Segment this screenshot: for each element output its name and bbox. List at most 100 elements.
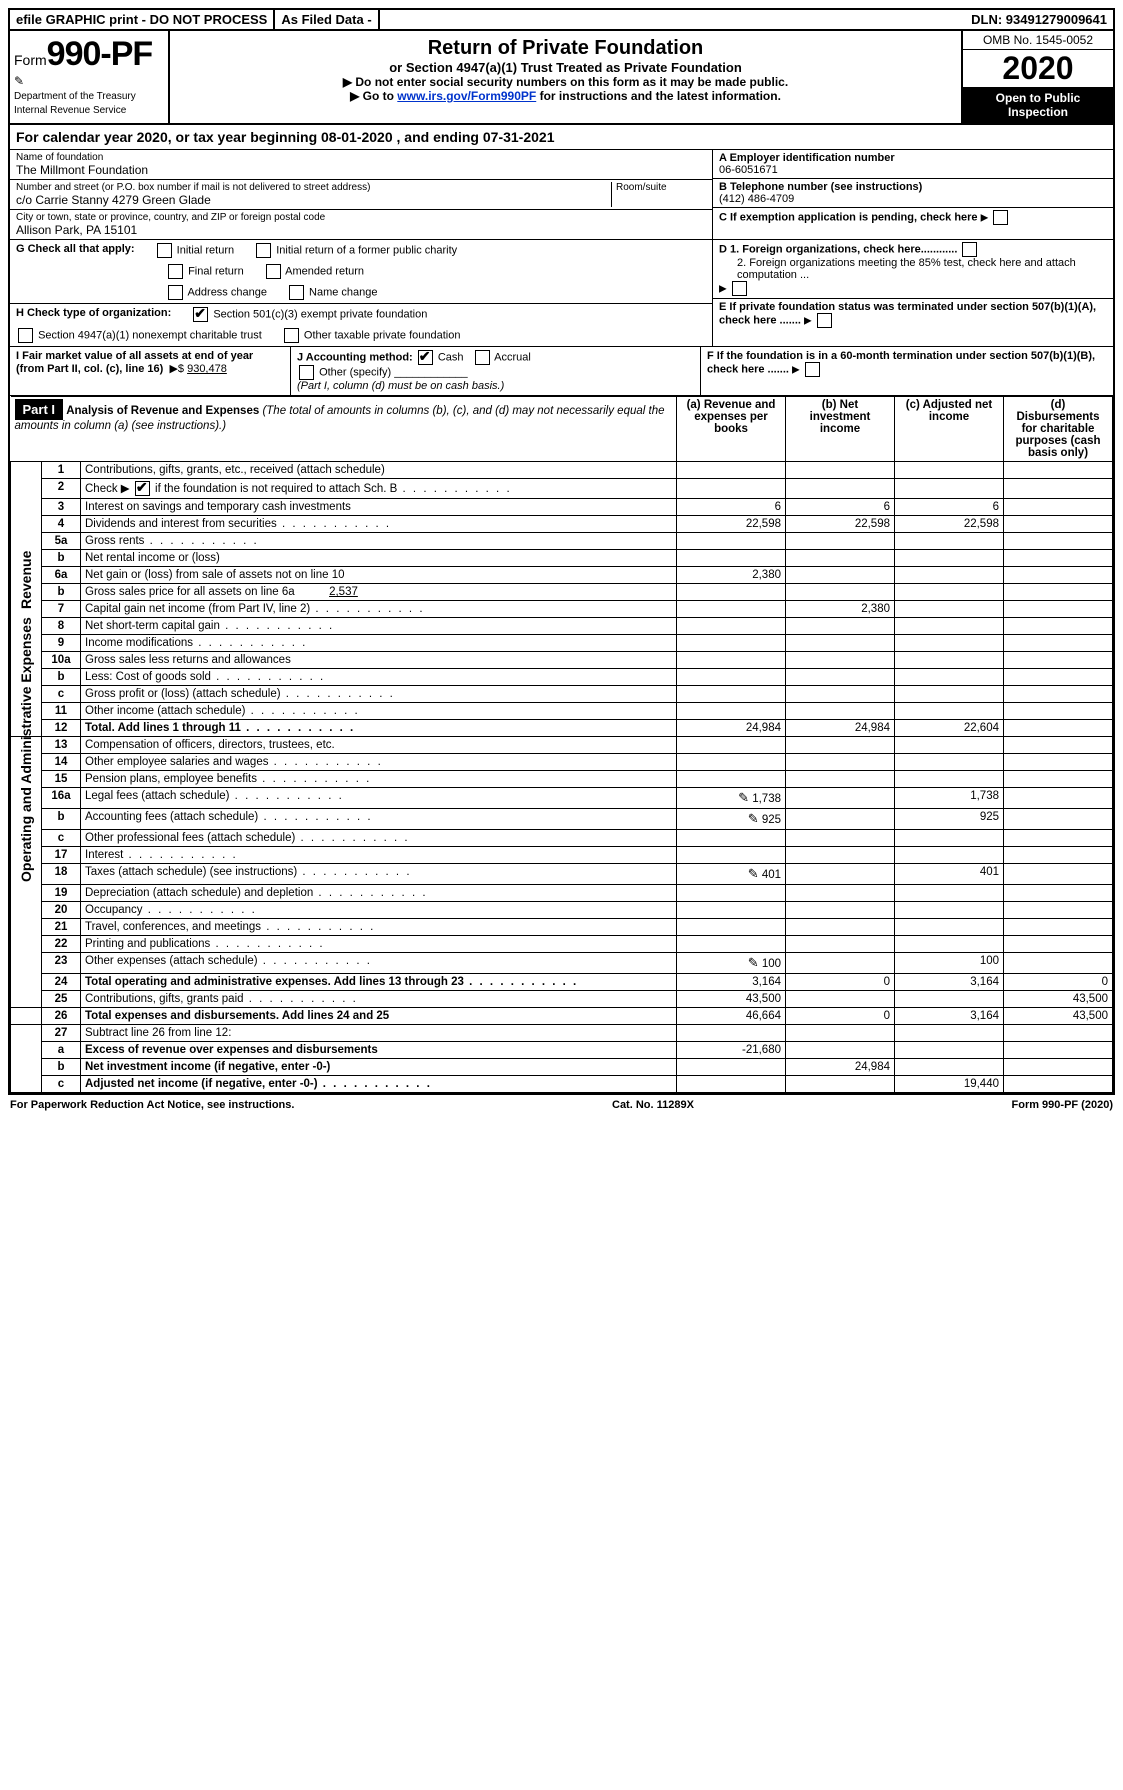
l16an: 16a [42, 788, 81, 809]
G-addrchange[interactable] [168, 285, 183, 300]
l3d: Interest on savings and temporary cash i… [81, 499, 677, 516]
G-opt1: Initial return of a former public charit… [276, 244, 457, 256]
l14n: 14 [42, 754, 81, 771]
l21d: Travel, conferences, and meetings [85, 921, 261, 933]
C-checkbox[interactable] [993, 210, 1008, 225]
H-o2: Section 4947(a)(1) nonexempt charitable … [38, 329, 262, 341]
part1-bar: Part I [15, 399, 64, 420]
J-note: (Part I, column (d) must be on cash basi… [297, 380, 504, 392]
l3c: 6 [895, 499, 1004, 516]
l10cn: c [42, 686, 81, 703]
irs-link[interactable]: www.irs.gov/Form990PF [397, 89, 536, 103]
l27bd: Net investment income (if negative, ente… [81, 1059, 677, 1076]
F-checkbox[interactable] [805, 362, 820, 377]
G-opt5: Name change [309, 286, 378, 298]
l23n: 23 [42, 953, 81, 974]
l22d: Printing and publications [85, 938, 210, 950]
l24c: 3,164 [895, 974, 1004, 991]
B-val: (412) 486-4709 [719, 193, 1107, 205]
H-o1: Section 501(c)(3) exempt private foundat… [213, 308, 427, 320]
A-val: 06-6051671 [719, 164, 1107, 176]
room-lbl: Room/suite [616, 182, 706, 193]
l4a: 22,598 [677, 516, 786, 533]
attach-icon-18[interactable]: ✎ [748, 866, 759, 881]
H-othertax[interactable] [284, 328, 299, 343]
l6b-inline: 2,537 [298, 586, 358, 598]
attach-icon-16a[interactable]: ✎ [738, 790, 749, 805]
omb: OMB No. 1545-0052 [963, 31, 1113, 50]
l7d: Capital gain net income (from Part IV, l… [85, 603, 310, 615]
l20n: 20 [42, 902, 81, 919]
l12n: 12 [42, 720, 81, 737]
l6ad: Net gain or (loss) from sale of assets n… [81, 567, 677, 584]
part1-title: Analysis of Revenue and Expenses [66, 405, 259, 417]
foundation-name: The Millmont Foundation [16, 163, 706, 177]
l4d: Dividends and interest from securities [85, 518, 277, 530]
stylus-icon: ✎ [14, 74, 24, 88]
l27n: 27 [42, 1025, 81, 1042]
title-block: Return of Private Foundation or Section … [170, 31, 961, 123]
l21n: 21 [42, 919, 81, 936]
dln-label: DLN: 93491279009641 [965, 10, 1113, 29]
l27d: Subtract line 26 from line 12: [81, 1025, 677, 1042]
l3n: 3 [42, 499, 81, 516]
H-4947[interactable] [18, 328, 33, 343]
J-other[interactable] [299, 365, 314, 380]
I-arrow: ▶$ [169, 363, 184, 375]
l16bn: b [42, 809, 81, 830]
l1n: 1 [42, 462, 81, 479]
l25n: 25 [42, 991, 81, 1008]
attach-icon-23[interactable]: ✎ [748, 955, 759, 970]
col-d: (d) Disbursements for charitable purpose… [1004, 397, 1113, 462]
cal-year-row: For calendar year 2020, or tax year begi… [10, 125, 1113, 150]
l16bc: 925 [895, 809, 1004, 830]
l23d: Other expenses (attach schedule) [85, 955, 258, 967]
D1-checkbox[interactable] [962, 242, 977, 257]
G-final[interactable] [168, 264, 183, 279]
H-501c3[interactable] [193, 307, 208, 322]
header: Form990-PF ✎ Department of the Treasury … [10, 31, 1113, 125]
arrow-icon-d2: ▶ [719, 283, 727, 294]
l26n: 26 [42, 1008, 81, 1025]
F-lbl: F If the foundation is in a 60-month ter… [707, 350, 1095, 375]
l4c: 22,598 [895, 516, 1004, 533]
arrow-icon: ▶ [981, 212, 989, 223]
E-checkbox[interactable] [817, 313, 832, 328]
l27cn: c [42, 1076, 81, 1093]
G-initial[interactable] [157, 243, 172, 258]
cal-pre: For calendar year 2020, or tax year begi… [16, 129, 321, 145]
J-other-lbl: Other (specify) [319, 366, 391, 378]
l17n: 17 [42, 847, 81, 864]
l8d: Net short-term capital gain [85, 620, 220, 632]
l16aa: 1,738 [752, 793, 781, 805]
l3a: 6 [677, 499, 786, 516]
l25d: Contributions, gifts, grants paid [85, 993, 244, 1005]
E-lbl: E If private foundation status was termi… [719, 301, 1096, 326]
G-namechange[interactable] [289, 285, 304, 300]
attach-icon-16b[interactable]: ✎ [748, 811, 759, 826]
l2-check[interactable] [135, 481, 150, 496]
l26c: 3,164 [895, 1008, 1004, 1025]
l23c: 100 [895, 953, 1004, 974]
l10bd: Less: Cost of goods sold [85, 671, 211, 683]
title3a: ▶ Do not enter social security numbers o… [174, 75, 957, 89]
C-lbl: C If exemption application is pending, c… [719, 211, 978, 223]
l6aa: 2,380 [677, 567, 786, 584]
J-cash[interactable] [418, 350, 433, 365]
l9d: Income modifications [85, 637, 193, 649]
G-former[interactable] [256, 243, 271, 258]
l18a: 401 [762, 869, 781, 881]
l16ac: 1,738 [895, 788, 1004, 809]
l2post: if the foundation is not required to att… [152, 483, 398, 495]
l24a: 3,164 [677, 974, 786, 991]
l5bn: b [42, 550, 81, 567]
l5ad: Gross rents [85, 535, 144, 547]
D2-checkbox[interactable] [732, 281, 747, 296]
open-inspection: Open to Public Inspection [963, 87, 1113, 123]
G-amended[interactable] [266, 264, 281, 279]
l25a: 43,500 [677, 991, 786, 1008]
J-accrual[interactable] [475, 350, 490, 365]
footer-right: Form 990-PF (2020) [1012, 1099, 1113, 1111]
year-block: OMB No. 1545-0052 2020 Open to Public In… [961, 31, 1113, 123]
J-cash-lbl: Cash [438, 351, 464, 363]
